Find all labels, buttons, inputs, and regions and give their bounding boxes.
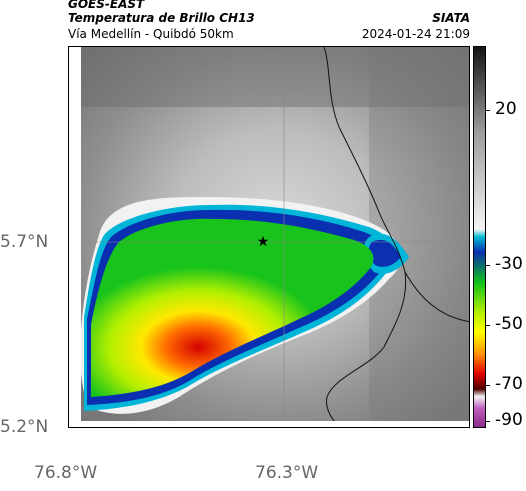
colorbar-label-minus-90: -90: [495, 410, 523, 430]
lat-label-5-2: 5.2°N: [0, 417, 49, 437]
satellite-image: ★: [69, 47, 469, 427]
organization-label: SIATA: [432, 11, 470, 25]
border-line-east: [404, 271, 469, 323]
colorbar-tick: [486, 385, 490, 386]
colorbar: [473, 46, 486, 428]
lon-label-76-8: 76.8°W: [34, 463, 98, 483]
lon-label-76-3: 76.3°W: [255, 463, 319, 483]
lat-label-5-7: 5.7°N: [0, 232, 49, 252]
location-subtitle: Vía Medellín - Quibdó 50km: [68, 27, 234, 41]
colorbar-tick: [486, 325, 490, 326]
map-panel[interactable]: ★: [68, 46, 470, 428]
satellite-title: GOES-EAST: [68, 0, 145, 11]
product-title: Temperatura de Brillo CH13: [68, 11, 255, 25]
frame-left-strip: [69, 47, 81, 427]
colorbar-label-20: 20: [495, 99, 517, 119]
convective-core: [91, 218, 374, 397]
colorbar-tick: [486, 110, 490, 111]
border-line-main: [323, 47, 407, 427]
star-icon: ★: [257, 234, 270, 250]
colorbar-tick: [486, 265, 490, 266]
colorbar-tick: [486, 421, 490, 422]
cloud-tongue-blue: [368, 239, 401, 267]
frame-bottom-strip: [69, 421, 469, 427]
colorbar-label-minus-30: -30: [495, 254, 523, 274]
upper-dark-region: [69, 47, 469, 107]
colorbar-label-minus-70: -70: [495, 374, 523, 394]
colorbar-label-minus-50: -50: [495, 314, 523, 334]
timestamp: 2024-01-24 21:09: [361, 27, 470, 41]
